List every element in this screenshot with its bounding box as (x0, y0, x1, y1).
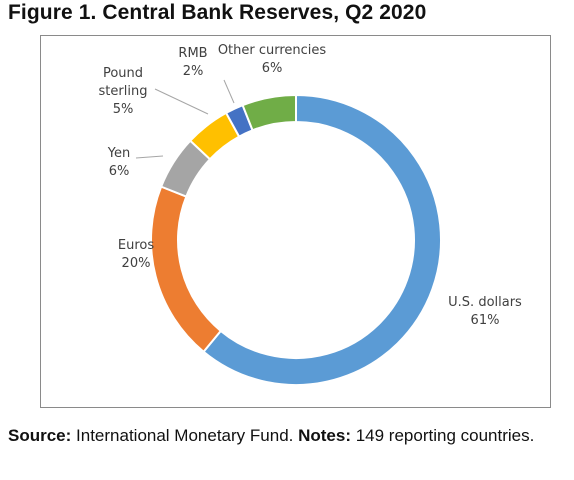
slice-u-s-dollars (202, 93, 442, 386)
label-yen: Yen 6% (107, 146, 131, 179)
label-rmb: RMB 2% (178, 46, 208, 79)
leader-line-yen (135, 155, 164, 159)
label-us-dollars: U.S. dollars 61% (448, 295, 522, 328)
slice-other-currencies (241, 93, 297, 132)
leader-line-pound-sterling (154, 88, 209, 115)
figure-title: Figure 1. Central Bank Reserves, Q2 2020 (8, 1, 427, 24)
source-text: International Monetary Fund. (71, 426, 299, 445)
source-note: Source: International Monetary Fund. Not… (8, 424, 548, 448)
leader-line-rmb (223, 79, 235, 104)
label-pound-sterling: Pound sterling 5% (98, 66, 148, 117)
notes-text: 149 reporting countries. (351, 426, 535, 445)
chart-area: U.S. dollars 61% Euros 20% Yen 6% Pound … (40, 35, 551, 408)
label-euros: Euros 20% (117, 238, 155, 271)
source-label: Source: (8, 426, 72, 445)
donut-chart (135, 79, 442, 386)
notes-label: Notes: (298, 426, 351, 445)
label-other-currencies: Other currencies 6% (217, 43, 327, 76)
